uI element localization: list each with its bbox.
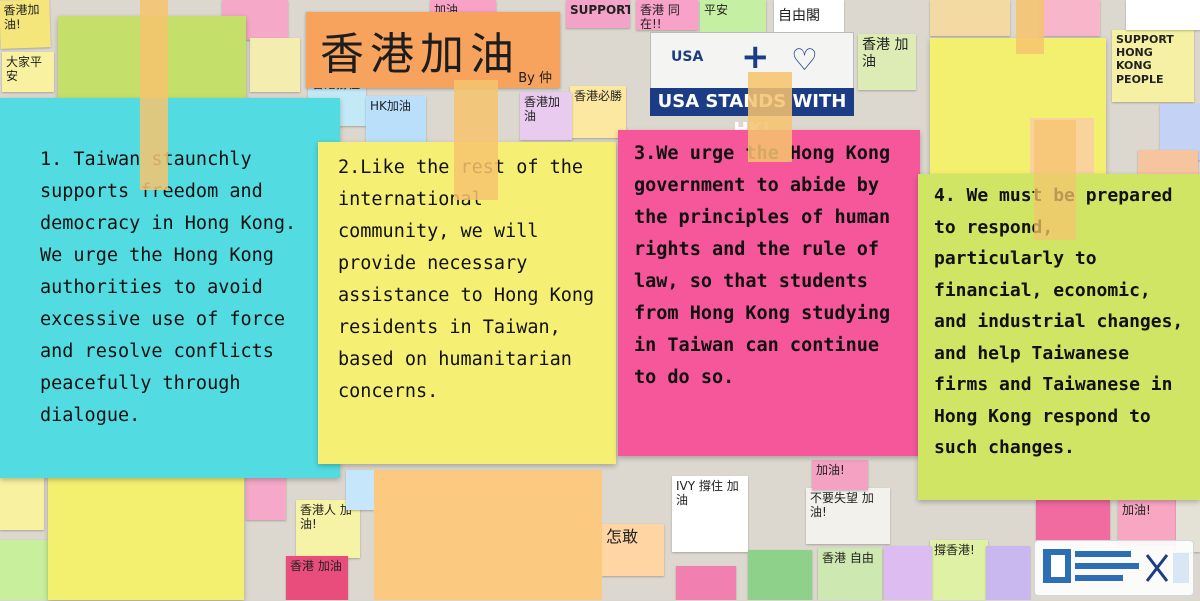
bg-note: 香港必勝: [570, 86, 626, 138]
bg-note: [250, 38, 300, 92]
bg-note: [0, 540, 48, 600]
usa-map-label: USA: [671, 49, 704, 65]
point-1-note: 1. Taiwan staunchly supports freedom and…: [0, 98, 340, 478]
bg-note: 香港 同在!!: [636, 0, 698, 30]
bg-note: [1040, 0, 1100, 36]
point-4-text: 4. We must be prepared to respond, parti…: [934, 185, 1184, 458]
bg-note: 香港 加油: [286, 556, 348, 600]
bg-note: IVY 撐住 加油: [672, 476, 748, 552]
bg-note: 自由閣: [774, 0, 844, 34]
bg-note: 平安: [700, 0, 766, 32]
bg-note: 香港加油!: [0, 0, 51, 49]
government-logo: [1034, 540, 1194, 596]
bg-note: [246, 470, 286, 520]
peach-pad-middle-bottom: [374, 470, 602, 600]
bg-note: [930, 0, 1010, 36]
bg-note: 大家平安: [2, 52, 54, 92]
bg-note: [748, 550, 812, 600]
bg-note: 香港加油: [520, 92, 572, 140]
heart-hands-icon: ♡: [791, 43, 818, 78]
big-orange-sign: 香港加油 By 仲: [306, 12, 560, 88]
bg-note: [1126, 0, 1200, 30]
tape-strip: [1034, 120, 1076, 240]
big-sign-tag: By 仲: [518, 71, 552, 86]
government-emblem-icon: [1043, 549, 1189, 583]
bg-note: 香港 加油: [858, 34, 916, 90]
point-3-text: 3.We urge the Hong Kong government to ab…: [634, 143, 891, 388]
big-sign-text: 香港加油: [320, 29, 520, 80]
bg-note: 香港人 加油!: [296, 500, 360, 558]
yellow-pad-left-bottom: [48, 474, 244, 600]
bg-note: HK加油: [366, 96, 426, 144]
point-1-text: 1. Taiwan staunchly supports freedom and…: [40, 149, 297, 426]
plus-icon: +: [741, 37, 770, 77]
bg-note: 撐香港!: [930, 540, 988, 600]
bg-note: [986, 546, 1030, 600]
tape-strip: [748, 72, 792, 162]
bg-note: 香港 自由: [818, 548, 882, 600]
bg-note: [0, 470, 44, 530]
point-2-note: 2.Like the rest of the international com…: [318, 142, 616, 464]
tape-strip: [140, 0, 168, 190]
bg-note: 怎敢: [602, 524, 664, 576]
tape-strip: [454, 80, 498, 200]
bg-note: 加油!: [1118, 500, 1176, 544]
bg-note: 加油!: [812, 460, 868, 490]
point-2-text: 2.Like the rest of the international com…: [338, 157, 595, 402]
tape-strip: [1016, 0, 1044, 54]
bg-note: [346, 470, 374, 510]
bg-note: [884, 546, 932, 600]
bg-note: [676, 566, 736, 600]
bg-note: 不要失望 加油!: [806, 488, 890, 544]
bg-note: SUPPORT HONG KONG PEOPLE: [1112, 30, 1194, 102]
point-4-note: 4. We must be prepared to respond, parti…: [918, 174, 1200, 500]
bg-note: SUPPORT: [566, 0, 630, 28]
bg-note: [1036, 500, 1110, 540]
point-3-note: 3.We urge the Hong Kong government to ab…: [618, 130, 920, 456]
